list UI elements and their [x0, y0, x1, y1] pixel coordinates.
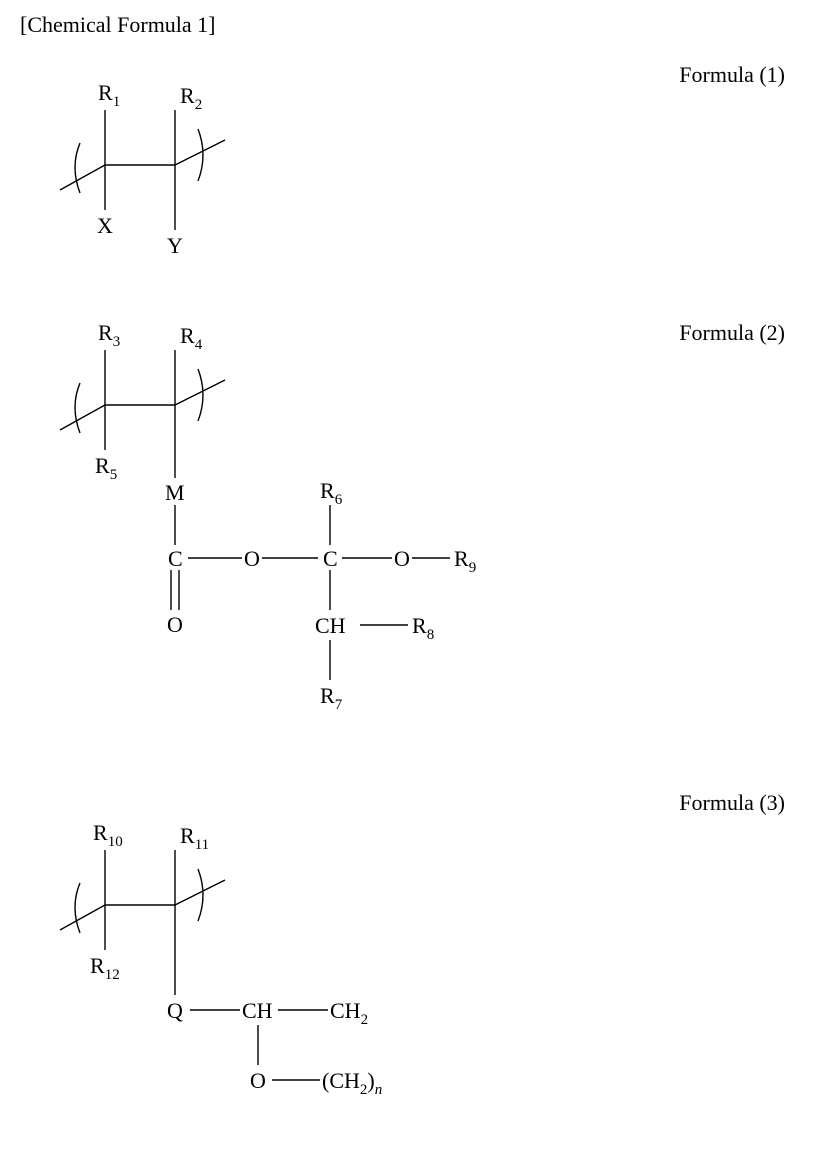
formula-2-label: Formula (2) — [679, 320, 785, 346]
ch-label: CH — [315, 613, 346, 638]
c2-label: C — [323, 546, 338, 571]
r12-label: R12 — [90, 953, 120, 983]
q-label: Q — [167, 998, 183, 1023]
c-label: C — [168, 546, 183, 571]
formula-1-label: Formula (1) — [679, 62, 785, 88]
r5-label: R5 — [95, 453, 117, 483]
formula-3-label: Formula (3) — [679, 790, 785, 816]
chemical-formula-header: [Chemical Formula 1] — [20, 12, 216, 38]
formula-1-structure: R1 R2 X Y — [30, 55, 310, 275]
formula-2-structure: R3 R4 R5 M C O O C R6 O R9 CH R8 R7 — [30, 310, 510, 750]
r9-label: R9 — [454, 546, 476, 576]
r2-label: R2 — [180, 83, 202, 113]
r7-label: R7 — [320, 683, 343, 713]
formula-3-structure: R10 R11 R12 Q CH CH2 O (CH2)n — [30, 810, 470, 1150]
o-dbl-label: O — [167, 612, 183, 637]
ch2-label: CH2 — [330, 998, 368, 1028]
r1-label: R1 — [98, 80, 120, 110]
o-label-3: O — [250, 1068, 266, 1093]
r11-label: R11 — [180, 823, 209, 853]
m-label: M — [165, 480, 185, 505]
r4-label: R4 — [180, 323, 203, 353]
r3-label: R3 — [98, 320, 120, 350]
x-label: X — [97, 213, 113, 238]
ch2n-label: (CH2)n — [322, 1068, 382, 1098]
ch-label-3: CH — [242, 998, 273, 1023]
o-single-label: O — [244, 546, 260, 571]
r6-label: R6 — [320, 478, 343, 508]
page: [Chemical Formula 1] Formula (1) Formula… — [0, 0, 825, 1146]
r8-label: R8 — [412, 613, 434, 643]
r10-label: R10 — [93, 820, 123, 850]
y-label: Y — [167, 233, 183, 258]
o2-label: O — [394, 546, 410, 571]
